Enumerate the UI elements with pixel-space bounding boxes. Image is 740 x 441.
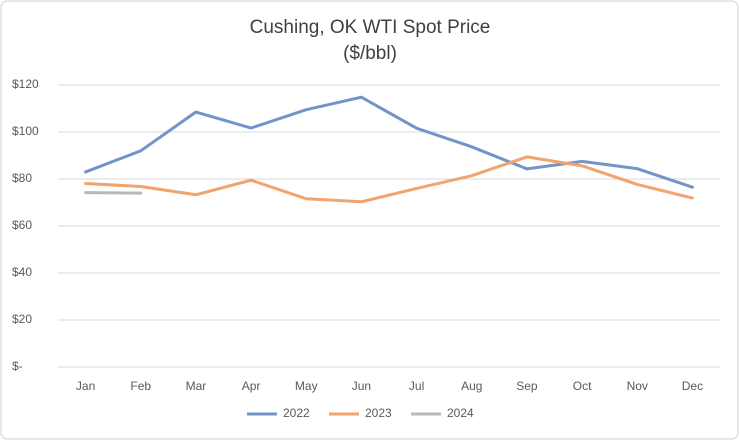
x-tick-label: Jun — [352, 379, 371, 393]
chart-subtitle: ($/bbl) — [343, 43, 397, 64]
x-tick-label: Oct — [573, 379, 592, 393]
x-tick-label: Jan — [76, 379, 95, 393]
x-tick-label: Dec — [682, 379, 703, 393]
x-tick-label: Mar — [186, 379, 207, 393]
y-tick-label: $20 — [12, 312, 32, 326]
x-tick-label: Sep — [516, 379, 538, 393]
legend-label: 2022 — [283, 406, 310, 420]
x-tick-label: Jul — [409, 379, 424, 393]
legend-label: 2024 — [447, 406, 474, 420]
y-tick-label: $- — [12, 359, 23, 373]
y-tick-label: $100 — [12, 124, 39, 138]
y-tick-label: $60 — [12, 218, 32, 232]
y-tick-label: $120 — [12, 77, 39, 91]
chart-title: Cushing, OK WTI Spot Price — [250, 17, 491, 38]
x-tick-label: Nov — [627, 379, 648, 393]
legend-label: 2023 — [365, 406, 392, 420]
y-tick-label: $80 — [12, 171, 32, 185]
series-line — [84, 155, 694, 204]
x-tick-label: May — [295, 379, 318, 393]
series-line — [84, 95, 694, 189]
x-tick-label: Feb — [130, 379, 151, 393]
x-tick-label: Apr — [242, 379, 261, 393]
y-tick-label: $40 — [12, 265, 32, 279]
x-tick-label: Aug — [461, 379, 482, 393]
